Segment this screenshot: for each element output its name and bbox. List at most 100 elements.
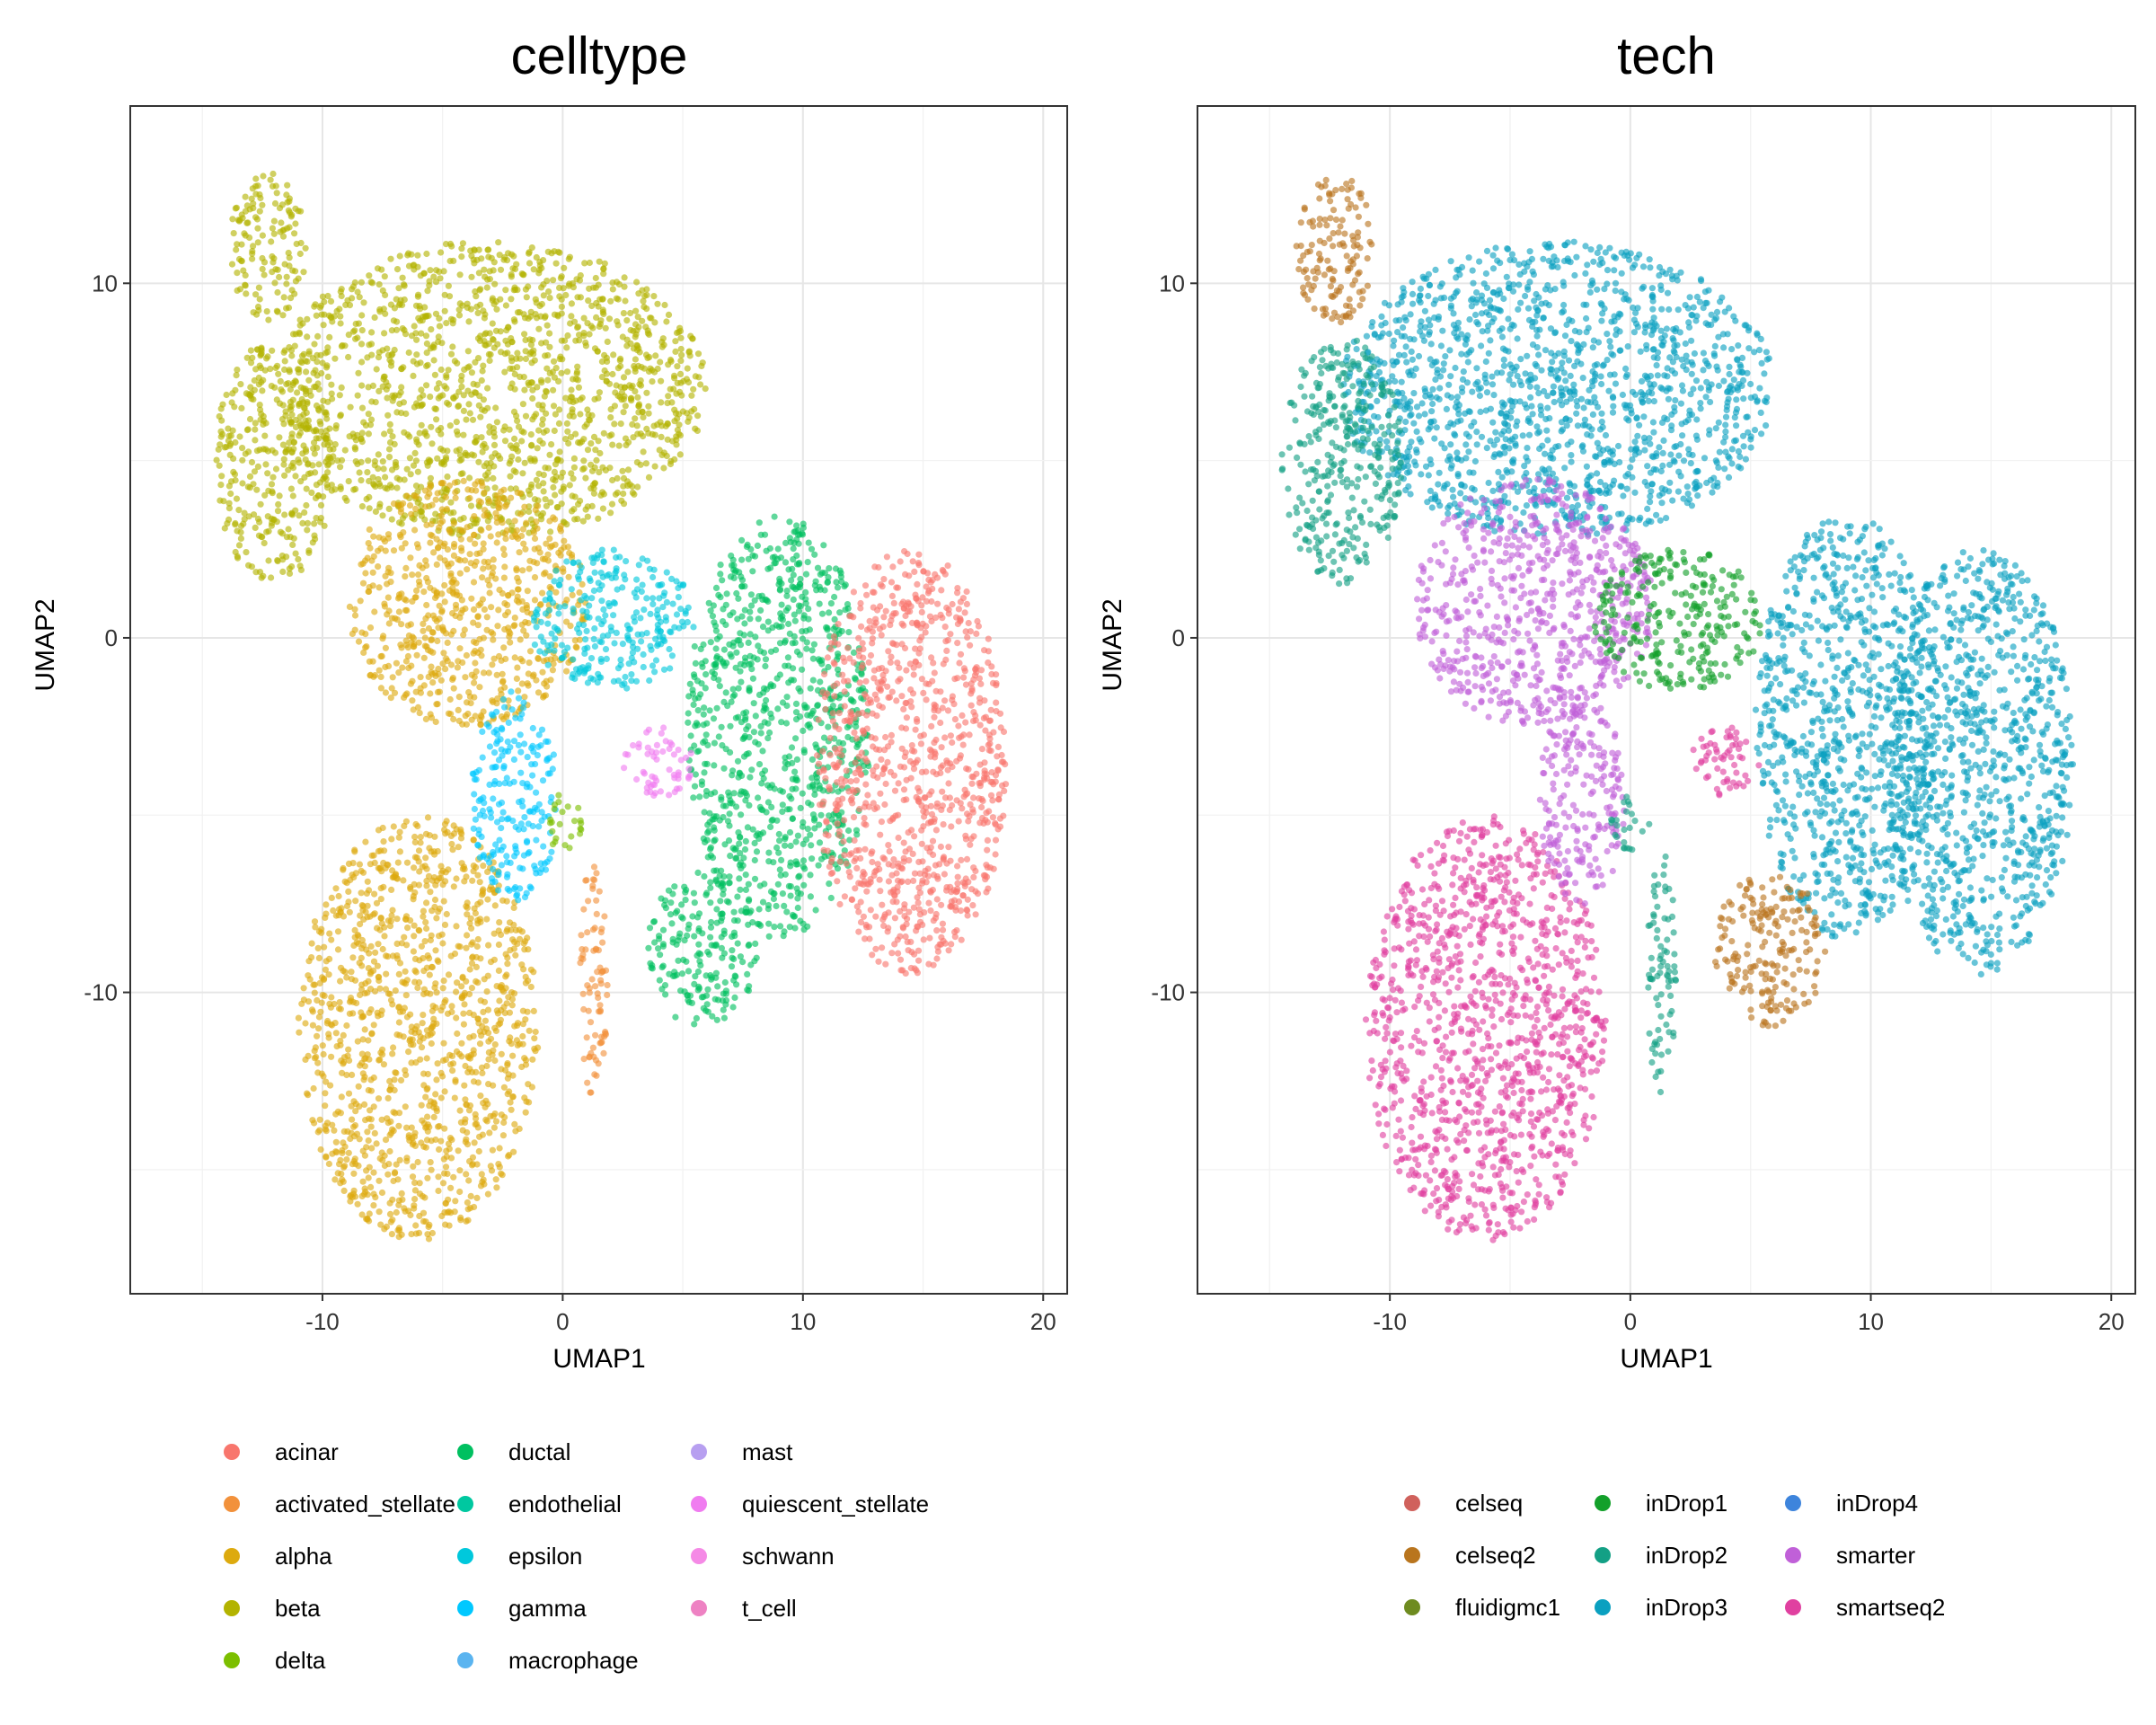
point-alpha — [487, 533, 494, 540]
point-alpha — [499, 589, 507, 597]
point-beta — [296, 459, 303, 466]
point-alpha — [387, 694, 394, 702]
point-acinar — [970, 864, 977, 871]
point-ductal — [759, 748, 766, 755]
point-ductal — [692, 659, 700, 668]
point-alpha — [493, 518, 500, 526]
point-beta — [275, 500, 282, 509]
point-alpha — [366, 950, 373, 957]
point-beta — [486, 357, 493, 364]
point-alpha — [455, 844, 462, 851]
point-ductal — [736, 769, 743, 776]
point-ductal — [764, 720, 772, 727]
point-beta — [376, 500, 384, 508]
point-beta — [256, 518, 263, 526]
point-beta — [246, 234, 253, 242]
point-ductal — [794, 889, 801, 897]
point-alpha — [561, 537, 568, 544]
point-alpha — [411, 889, 419, 897]
point-beta — [600, 429, 607, 437]
point-alpha — [435, 670, 442, 678]
point-beta — [556, 293, 563, 300]
point-beta — [586, 331, 593, 338]
point-alpha — [395, 608, 402, 615]
point-alpha — [514, 489, 521, 496]
point-beta — [233, 246, 240, 253]
point-alpha — [480, 634, 488, 641]
point-beta — [270, 473, 277, 481]
point-alpha — [436, 524, 443, 531]
point-alpha — [508, 494, 515, 501]
point-beta — [517, 355, 524, 362]
point-alpha — [531, 1035, 538, 1042]
point-beta — [622, 402, 629, 410]
point-alpha — [526, 648, 535, 655]
point-beta — [639, 408, 646, 415]
point-alpha — [477, 600, 484, 607]
point-ductal — [836, 567, 844, 574]
point-ductal — [755, 921, 763, 928]
point-alpha — [507, 630, 514, 637]
point-alpha — [357, 597, 364, 605]
point-alpha — [500, 551, 508, 559]
point-ductal — [696, 793, 703, 801]
point-alpha — [424, 1113, 431, 1120]
point-alpha — [485, 524, 492, 531]
point-alpha — [498, 1050, 505, 1057]
point-alpha — [495, 941, 503, 949]
point-beta — [430, 357, 437, 364]
point-ductal — [809, 677, 817, 684]
point-beta — [497, 266, 505, 273]
point-alpha — [519, 1032, 526, 1040]
point-alpha — [455, 706, 462, 714]
point-ductal — [795, 602, 803, 609]
point-beta — [324, 373, 331, 380]
point-alpha — [408, 639, 415, 646]
point-beta — [582, 339, 589, 346]
point-ductal — [813, 744, 820, 751]
point-beta — [570, 464, 579, 471]
point-beta — [591, 395, 598, 402]
point-alpha — [314, 1128, 322, 1136]
point-alpha — [489, 886, 497, 893]
point-alpha — [431, 594, 439, 602]
point-beta — [238, 258, 245, 265]
point-beta — [651, 463, 658, 470]
point-beta — [304, 333, 311, 341]
point-beta — [452, 393, 459, 400]
point-alpha — [421, 487, 429, 494]
point-beta — [291, 230, 298, 237]
point-beta — [522, 336, 529, 344]
point-beta — [351, 446, 359, 453]
point-acinar — [960, 674, 968, 681]
point-beta — [619, 467, 626, 474]
point-alpha — [464, 699, 471, 706]
point-alpha — [394, 501, 402, 509]
point-ductal — [768, 714, 775, 721]
point-alpha — [310, 1084, 317, 1092]
point-alpha — [490, 956, 499, 963]
point-alpha — [458, 597, 465, 604]
point-beta — [337, 412, 344, 420]
point-beta — [694, 412, 702, 420]
point-beta — [440, 461, 447, 468]
point-beta — [388, 327, 395, 334]
point-alpha — [516, 549, 523, 556]
point-ductal — [793, 648, 801, 656]
point-beta — [233, 495, 241, 502]
point-beta — [595, 515, 602, 522]
point-beta — [566, 482, 573, 489]
point-ductal — [656, 977, 663, 984]
point-alpha — [520, 940, 527, 947]
point-beta — [382, 291, 389, 298]
point-beta — [259, 201, 266, 208]
point-beta — [514, 349, 521, 357]
point-ductal — [740, 753, 748, 760]
point-beta — [399, 274, 406, 281]
point-alpha — [395, 1122, 402, 1129]
point-beta — [478, 376, 485, 385]
point-alpha — [423, 899, 430, 907]
point-acinar — [864, 792, 871, 799]
point-alpha — [514, 574, 521, 582]
point-beta — [562, 291, 570, 299]
